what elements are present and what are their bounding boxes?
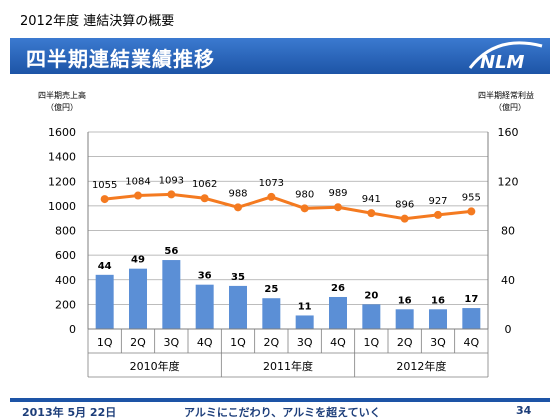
bar <box>329 296 347 329</box>
bar <box>395 309 414 329</box>
bar <box>229 285 247 329</box>
sales-value-label: 1084 <box>125 177 150 188</box>
sales-point <box>134 191 142 200</box>
fiscal-year-label: 2012年度 <box>396 359 446 373</box>
left-tick-label: 0 <box>69 323 76 336</box>
bar-value-label: 36 <box>198 271 212 282</box>
bar <box>262 298 281 329</box>
left-tick-label: 1400 <box>48 151 76 164</box>
sales-value-label: 1073 <box>259 178 284 189</box>
sales-point <box>467 207 476 216</box>
bar <box>462 308 481 329</box>
page-number: 34 <box>516 404 532 417</box>
sales-point <box>367 209 376 218</box>
quarterly-results-chart: 四半期売上高（億円）四半期経常利益（億円）0200400600800100012… <box>38 90 534 378</box>
footer-date: 2013年 5月 22日 <box>22 406 117 419</box>
sales-value-label: 927 <box>428 196 447 207</box>
category-label: 2Q <box>130 336 146 349</box>
fiscal-year-label: 2010年度 <box>130 359 180 373</box>
bar <box>295 315 314 329</box>
bar-value-label: 11 <box>298 301 312 312</box>
left-axis-title: 四半期売上高 <box>38 90 86 100</box>
sales-point <box>167 190 176 199</box>
sales-point <box>234 203 242 212</box>
footer-slogan: アルミにこだわり、アルミを超えていく <box>184 406 381 419</box>
sales-value-label: 955 <box>462 192 481 203</box>
bar-value-label: 25 <box>264 284 278 295</box>
nlm-logo: NLM <box>468 41 543 72</box>
bar-value-label: 56 <box>164 246 178 257</box>
category-label: 1Q <box>97 336 113 349</box>
category-label: 3Q <box>297 336 313 349</box>
right-tick-label: 40 <box>501 274 515 287</box>
bar <box>162 260 181 329</box>
sales-point <box>267 192 276 201</box>
fiscal-year-heading: 2012年度 連結決算の概要 <box>20 14 175 29</box>
bar <box>129 268 147 329</box>
right-tick-label: 80 <box>501 225 515 238</box>
left-tick-label: 1600 <box>48 126 76 139</box>
right-axis-title: 四半期経常利益 <box>478 90 534 100</box>
left-tick-label: 800 <box>55 225 76 238</box>
right-tick-label: 120 <box>498 175 519 188</box>
left-tick-label: 400 <box>55 274 76 287</box>
category-label: 1Q <box>363 336 379 349</box>
left-tick-label: 200 <box>55 298 76 311</box>
sales-point <box>400 214 409 223</box>
bar-value-label: 44 <box>98 261 112 272</box>
category-label: 2Q <box>263 336 279 349</box>
right-tick-label: 160 <box>498 126 519 139</box>
right-tick-label: 0 <box>505 323 512 336</box>
bar-value-label: 16 <box>431 295 445 306</box>
category-label: 4Q <box>197 336 213 349</box>
sales-value-label: 896 <box>395 200 414 211</box>
sales-value-label: 988 <box>228 188 247 199</box>
svg-text:NLM: NLM <box>480 52 525 72</box>
category-label: 2Q <box>397 336 413 349</box>
right-axis-unit: （億円） <box>494 102 526 112</box>
category-label: 4Q <box>330 336 346 349</box>
sales-point <box>100 195 109 204</box>
bar-value-label: 20 <box>364 290 378 301</box>
sales-value-label: 1062 <box>192 179 217 190</box>
bar <box>95 274 114 329</box>
bar <box>195 284 214 329</box>
bar-value-label: 49 <box>131 255 145 266</box>
category-label: 1Q <box>230 336 246 349</box>
bar-value-label: 16 <box>398 295 412 306</box>
sales-value-label: 980 <box>295 189 314 200</box>
sales-value-label: 941 <box>362 194 381 205</box>
left-tick-label: 1000 <box>48 200 76 213</box>
sales-point <box>334 203 342 212</box>
bar-value-label: 26 <box>331 283 345 294</box>
category-label: 3Q <box>430 336 446 349</box>
bar-value-label: 35 <box>231 272 245 283</box>
bar <box>429 309 447 329</box>
bar <box>362 304 381 329</box>
sales-line <box>104 192 472 221</box>
left-tick-label: 1200 <box>48 175 76 188</box>
sales-value-label: 1055 <box>92 180 117 191</box>
footer-rule <box>10 398 550 402</box>
sales-point <box>434 210 442 219</box>
sales-value-label: 1093 <box>159 175 184 186</box>
category-label: 4Q <box>463 336 479 349</box>
bar-value-label: 17 <box>464 294 478 305</box>
fiscal-year-label: 2011年度 <box>263 359 313 373</box>
sales-point <box>200 194 209 203</box>
page-title: 四半期連結業績推移 <box>26 47 215 71</box>
category-label: 3Q <box>163 336 179 349</box>
sales-point <box>300 204 309 213</box>
title-bar: 四半期連結業績推移 NLM <box>10 38 550 74</box>
left-axis-unit: （億円） <box>46 102 78 112</box>
left-tick-label: 600 <box>55 249 76 262</box>
sales-value-label: 989 <box>328 188 347 199</box>
